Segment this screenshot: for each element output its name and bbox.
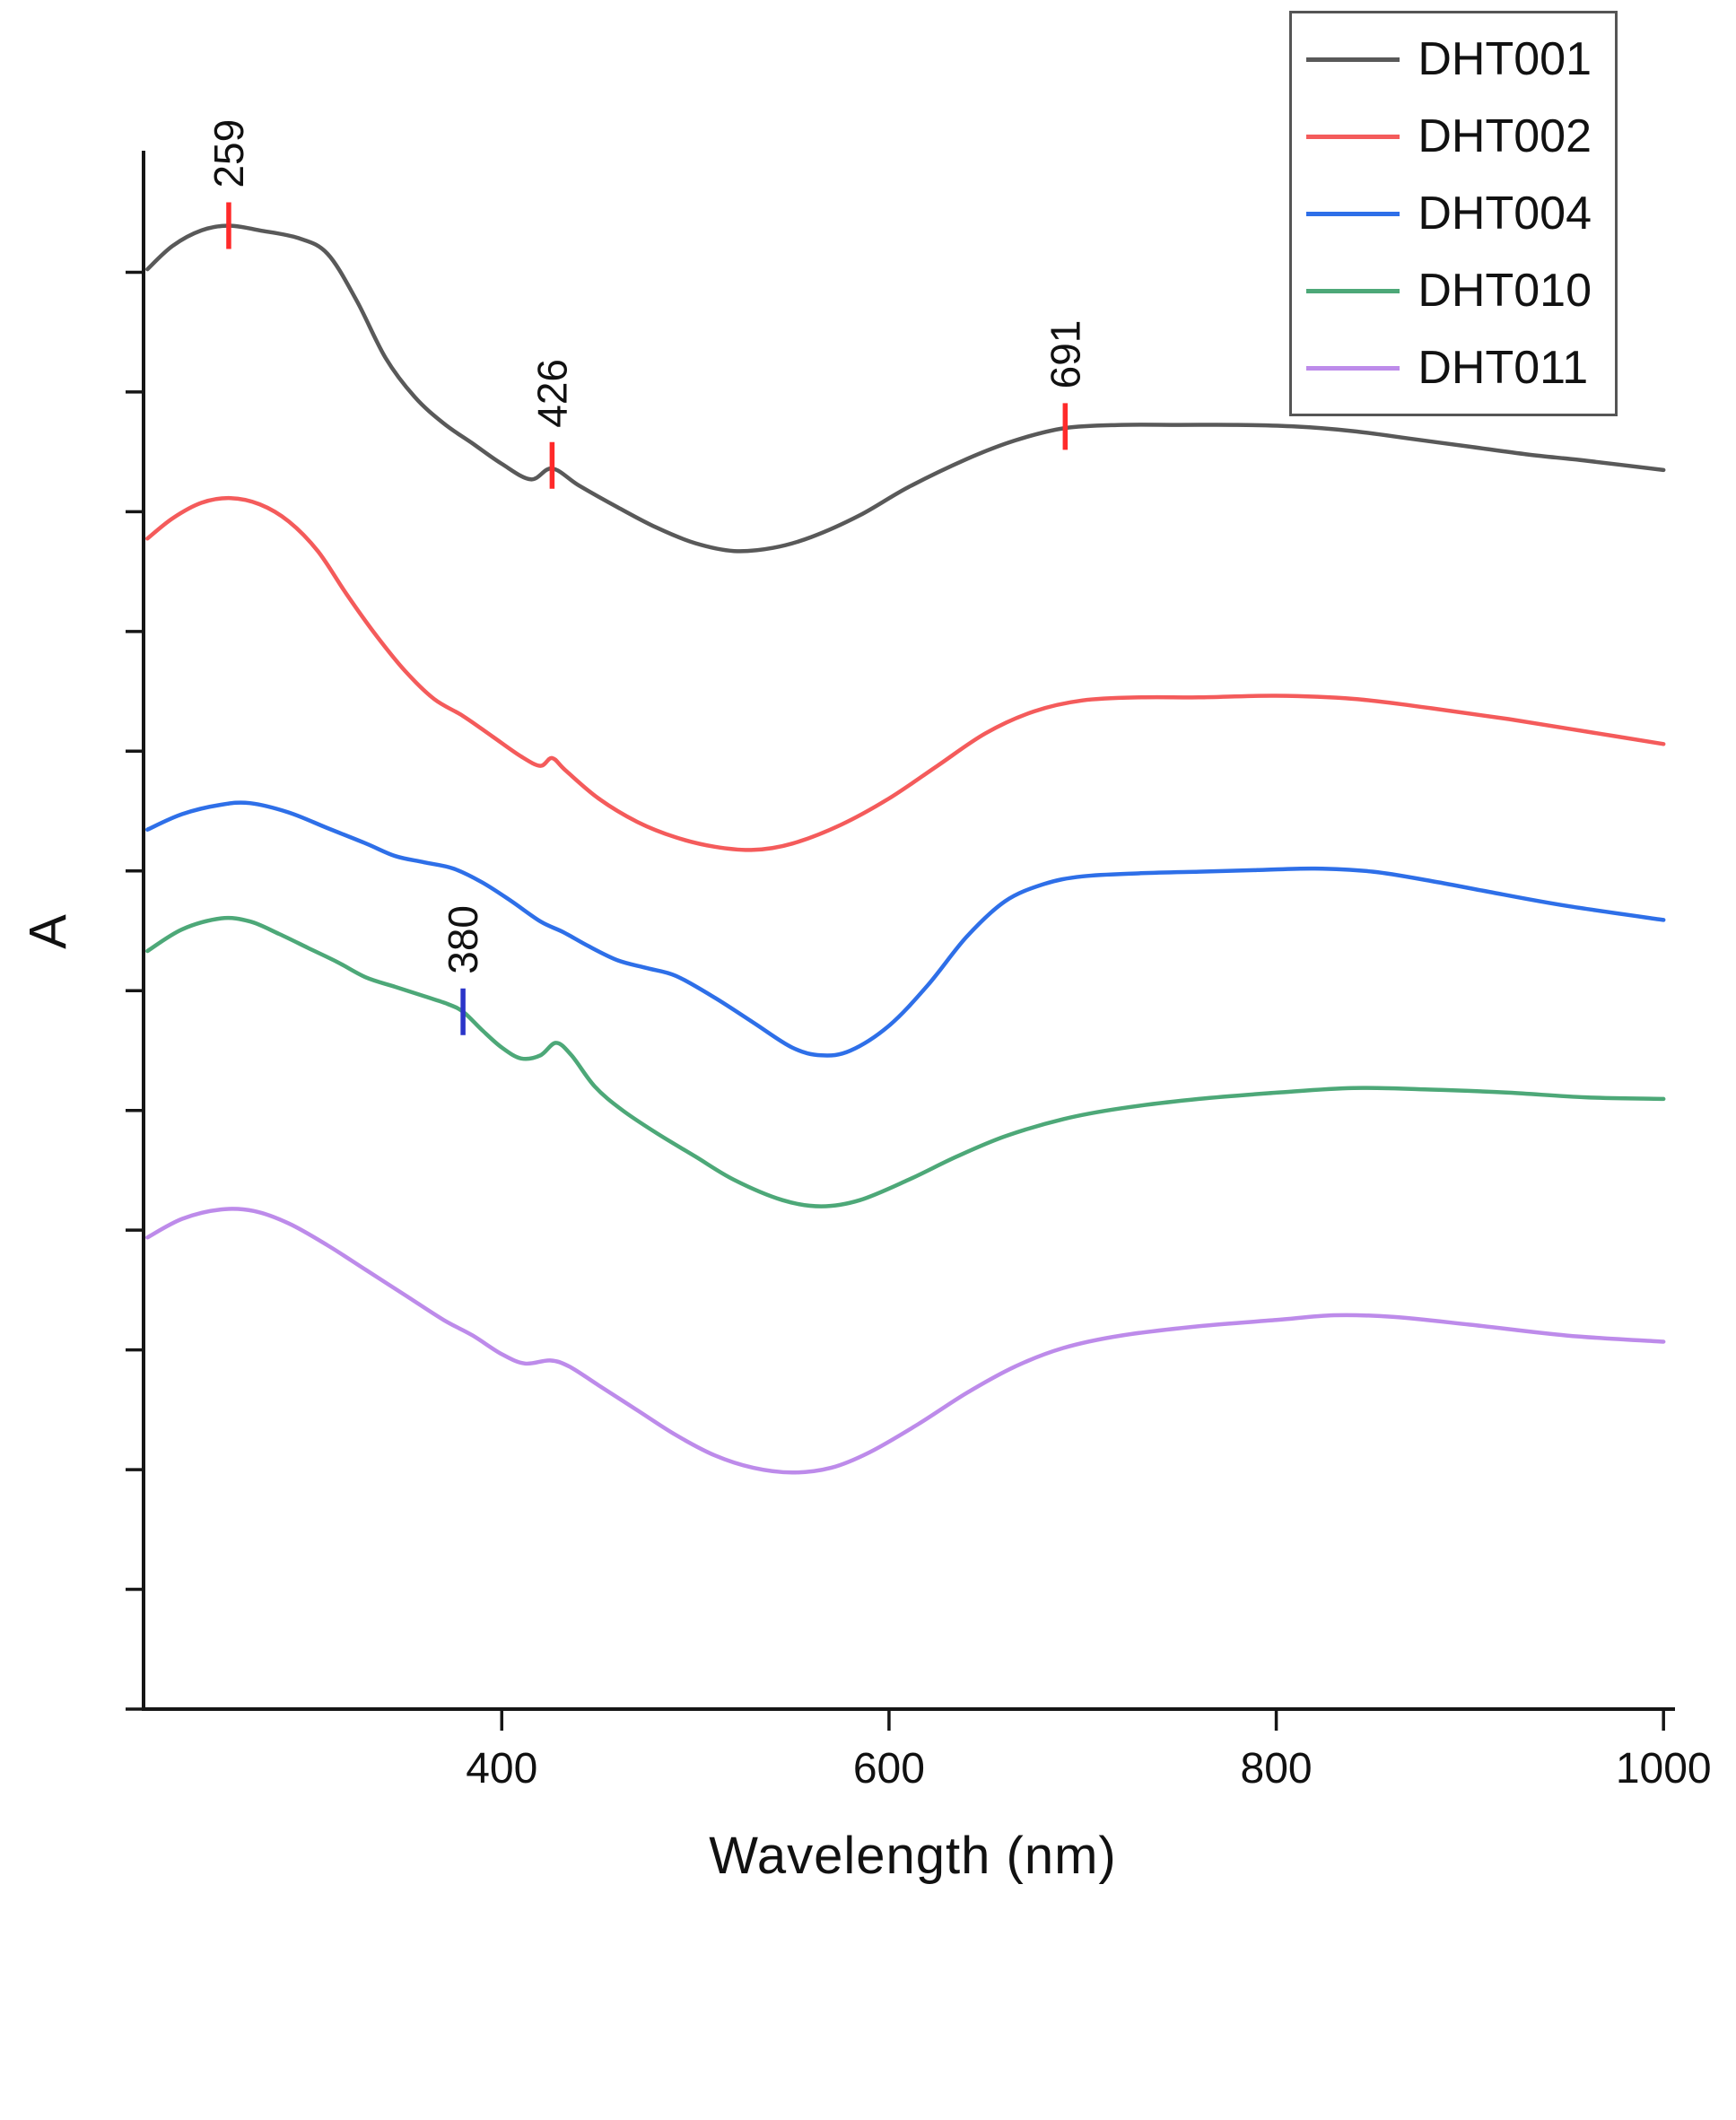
- legend-item-DHT004: DHT004: [1306, 175, 1592, 252]
- x-tick-label-600: 600: [853, 1745, 925, 1793]
- legend-label-DHT011: DHT011: [1418, 342, 1589, 394]
- legend-swatch-DHT010: [1306, 288, 1400, 293]
- legend-swatch-DHT001: [1306, 57, 1400, 62]
- legend-item-DHT011: DHT011: [1306, 329, 1592, 406]
- y-axis-label: A: [19, 914, 78, 949]
- legend-item-DHT001: DHT001: [1306, 21, 1592, 98]
- legend-label-DHT004: DHT004: [1418, 188, 1592, 240]
- curve-DHT004: [145, 800, 1666, 1058]
- legend-item-DHT002: DHT002: [1306, 98, 1592, 175]
- legend-label-DHT001: DHT001: [1418, 33, 1592, 85]
- x-tick-label-800: 800: [1241, 1745, 1313, 1793]
- legend: DHT001 DHT002 DHT004 DHT010 DHT011: [1289, 11, 1618, 416]
- legend-swatch-DHT004: [1306, 211, 1400, 216]
- peak-label-691: 691: [1042, 320, 1088, 389]
- legend-item-DHT010: DHT010: [1306, 252, 1592, 329]
- legend-label-DHT010: DHT010: [1418, 265, 1592, 317]
- legend-label-DHT002: DHT002: [1418, 110, 1592, 162]
- curve-DHT002: [145, 495, 1666, 852]
- peak-label-259: 259: [205, 119, 252, 188]
- curve-DHT011: [145, 1207, 1666, 1475]
- x-tick-label-1000: 1000: [1616, 1745, 1712, 1793]
- peak-label-426: 426: [528, 359, 575, 428]
- peak-label-380: 380: [440, 905, 486, 974]
- x-tick-label-400: 400: [466, 1745, 537, 1793]
- curve-DHT001: [145, 223, 1666, 554]
- curve-DHT010: [145, 915, 1666, 1208]
- legend-swatch-DHT002: [1306, 134, 1400, 139]
- legend-swatch-DHT011: [1306, 365, 1400, 371]
- x-axis-label: Wavelength (nm): [709, 1827, 1117, 1885]
